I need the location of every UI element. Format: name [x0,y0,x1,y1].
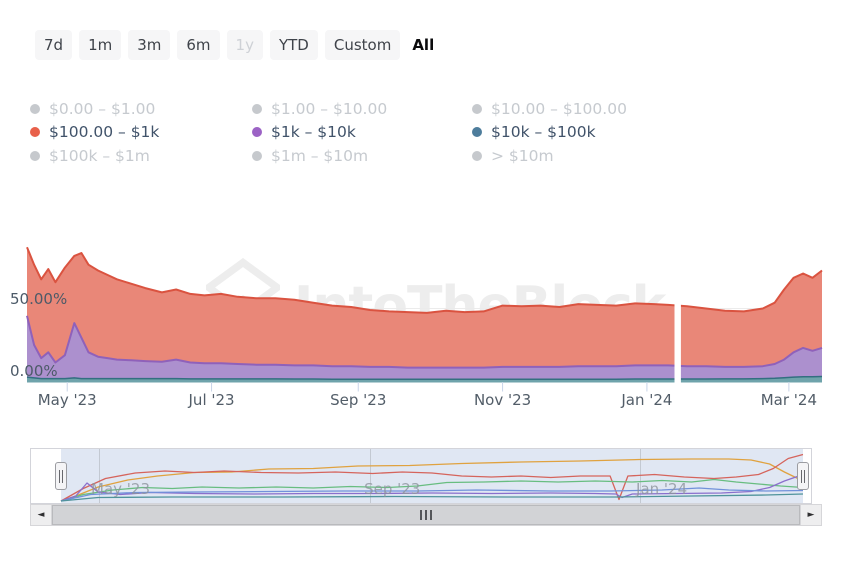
legend-item-label: $10.00 – $100.00 [491,99,627,118]
navigator-right-handle[interactable] [797,462,809,490]
legend-dot-icon [30,103,40,114]
x-axis-label: Sep '23 [330,391,387,409]
legend-dot-icon [472,150,482,161]
scrollbar-left-arrow-icon[interactable]: ◄ [30,504,52,526]
legend-item[interactable]: $10.00 – $100.00 [472,100,627,118]
navigator-line--10-00-100-00 [60,487,804,502]
plot-area[interactable] [27,235,822,382]
y-axis-label-0: 0.00% [10,362,58,380]
legend-item[interactable]: $0.00 – $1.00 [30,100,252,118]
legend-dot-icon [472,103,482,114]
range-button-1m[interactable]: 1m [79,30,122,60]
legend-item[interactable]: $1m – $10m [252,147,472,165]
navigator-line--100-00-1k [60,453,804,502]
legend-item[interactable]: $10k – $100k [472,123,627,141]
legend-item-label: $1.00 – $10.00 [271,99,388,118]
scrollbar-track[interactable] [52,504,800,526]
navigator-line--10k-100k [60,493,804,502]
range-button-7d[interactable]: 7d [35,30,73,60]
x-axis-label: Mar '24 [760,391,818,409]
legend-item[interactable]: $100.00 – $1k [30,123,252,141]
range-button-6m[interactable]: 6m [177,30,220,60]
range-button-all[interactable]: All [407,30,439,60]
range-toolbar: 7d 1m 3m 6m 1y YTD Custom All [35,30,439,60]
legend-dot-icon [30,150,40,161]
navigator-left-handle[interactable] [55,462,67,490]
legend-item-label: > $10m [491,146,554,165]
navigator-axis-label: May '23 [91,480,150,498]
range-button-3m[interactable]: 3m [128,30,171,60]
x-axis-label: Jul '23 [188,391,235,409]
legend-item-label: $1k – $10k [271,123,356,142]
scrollbar-right-arrow-icon[interactable]: ► [800,504,822,526]
legend-item[interactable]: $1k – $10k [252,123,472,141]
legend: $0.00 – $1.00 $1.00 – $10.00 $10.00 – $100… [30,97,627,168]
x-axis-label: Jan '24 [621,391,673,409]
legend-item-label: $100k – $1m [49,146,150,165]
legend-item-label: $1m – $10m [271,146,369,165]
y-axis-label-50: 50.00% [10,290,68,308]
range-button-1y: 1y [226,30,263,60]
legend-item-label: $100.00 – $1k [49,123,160,142]
legend-item-label: $10k – $100k [491,123,596,142]
legend-item[interactable]: $100k – $1m [30,147,252,165]
legend-dot-icon [252,103,262,114]
navigator-chart-svg [60,453,804,502]
legend-item[interactable]: $1.00 – $10.00 [252,100,472,118]
navigator-gridline [639,449,641,503]
legend-dot-icon [252,127,262,138]
x-axis-label: Nov '23 [473,391,532,409]
legend-item-label: $0.00 – $1.00 [49,99,156,118]
navigator-line--1-00-10-00 [60,478,804,502]
scrollbar: ◄ ► [30,504,822,526]
scrollbar-thumb[interactable] [52,505,800,525]
legend-dot-icon [472,127,482,138]
navigator-gridline [370,449,372,503]
navigator: May '23 Sep '23 Jan '24 [30,448,812,504]
scrollbar-grip-icon [420,510,422,520]
navigator-gridline [98,449,100,503]
navigator-axis-label: Sep '23 [364,480,421,498]
x-axis-label: May '23 [37,391,97,409]
legend-dot-icon [30,127,40,138]
legend-item[interactable]: > $10m [472,147,627,165]
navigator-line--0-00-1-00 [60,458,804,502]
legend-dot-icon [252,150,262,161]
navigator-axis-label: Jan '24 [636,480,688,498]
range-button-ytd[interactable]: YTD [269,30,318,60]
range-button-custom[interactable]: Custom [324,30,401,60]
